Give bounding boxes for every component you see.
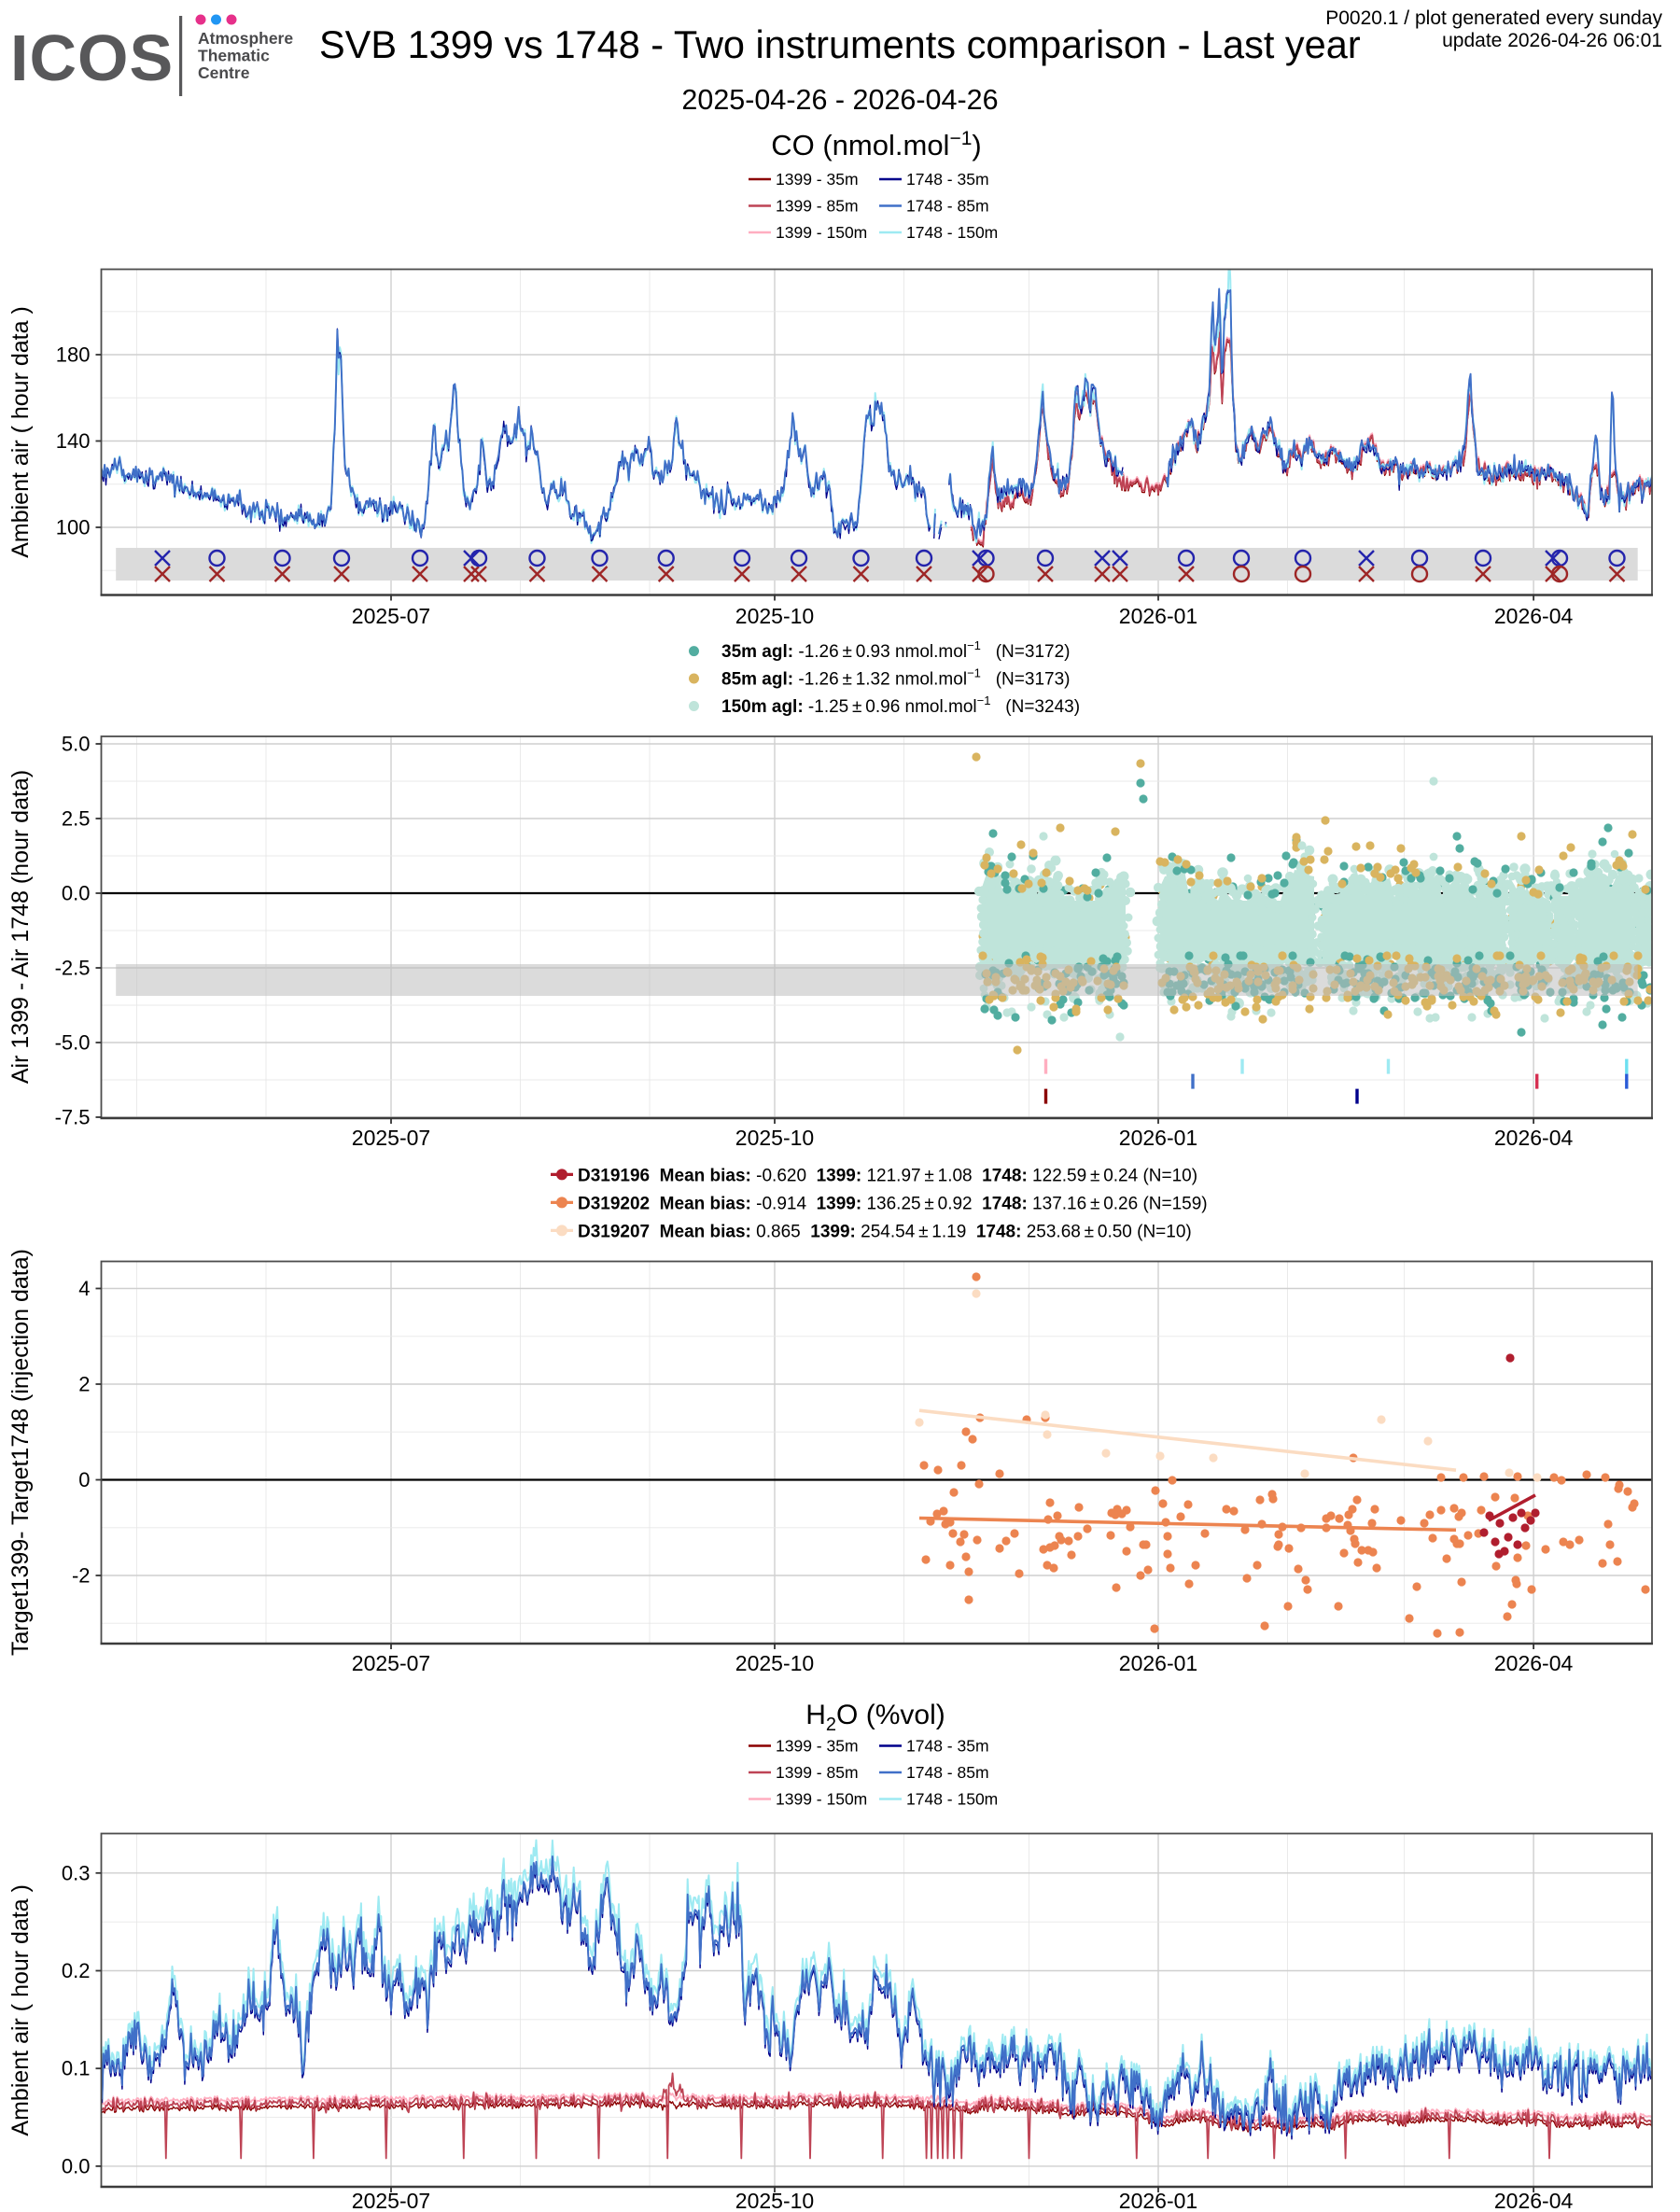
svg-text:1399 - 35m: 1399 - 35m — [776, 170, 859, 189]
svg-text:-5.0: -5.0 — [55, 1031, 91, 1055]
svg-text:0.1: 0.1 — [62, 2057, 91, 2080]
svg-text:CO (nmol.mol−1): CO (nmol.mol−1) — [771, 128, 981, 161]
svg-text:Centre: Centre — [198, 63, 250, 82]
svg-text:D319196 Mean bias: -0.620 13: D319196 Mean bias: -0.620 1399: 121.97 ±… — [578, 1166, 1197, 1185]
svg-text:150m agl: -1.25 ± 0.96 nmol.mo: 150m agl: -1.25 ± 0.96 nmol.mol−1 (N=324… — [721, 693, 1080, 717]
svg-text:2026-01: 2026-01 — [1119, 1126, 1197, 1150]
svg-text:2026-04: 2026-04 — [1494, 1651, 1574, 1675]
svg-text:2025-07: 2025-07 — [352, 604, 430, 628]
svg-text:Atmosphere: Atmosphere — [198, 29, 293, 48]
svg-text:Ambient air ( hour data ): Ambient air ( hour data ) — [7, 306, 34, 558]
svg-text:1399 - 150m: 1399 - 150m — [776, 223, 867, 242]
svg-text:5.0: 5.0 — [62, 733, 91, 756]
svg-text:-7.5: -7.5 — [55, 1106, 91, 1129]
svg-text:1748 - 150m: 1748 - 150m — [906, 1790, 998, 1809]
svg-text:ICOS: ICOS — [10, 21, 174, 94]
svg-text:2025-07: 2025-07 — [352, 1651, 430, 1675]
svg-text:2025-07: 2025-07 — [352, 2189, 430, 2212]
svg-text:85m agl: -1.26 ± 1.32 nmol.mol: 85m agl: -1.26 ± 1.32 nmol.mol−1 (N=3173… — [721, 666, 1070, 690]
svg-text:100: 100 — [56, 516, 91, 539]
svg-text:1748 - 150m: 1748 - 150m — [906, 223, 998, 242]
svg-text:2.5: 2.5 — [62, 807, 91, 831]
svg-text:0.2: 0.2 — [62, 1959, 91, 1982]
svg-text:Ambient air ( hour data ): Ambient air ( hour data ) — [7, 1884, 34, 2136]
svg-text:2026-04: 2026-04 — [1494, 2189, 1574, 2212]
svg-text:0: 0 — [78, 1468, 90, 1491]
svg-text:2025-10: 2025-10 — [735, 604, 814, 628]
svg-text:2026-01: 2026-01 — [1119, 1651, 1197, 1675]
svg-text:180: 180 — [56, 343, 91, 367]
svg-text:2026-04: 2026-04 — [1494, 1126, 1574, 1150]
svg-text:1399 - 85m: 1399 - 85m — [776, 197, 859, 216]
svg-text:Target1399- Target1748 (inject: Target1399- Target1748 (injection data) — [7, 1249, 34, 1656]
svg-text:1748 - 35m: 1748 - 35m — [906, 170, 989, 189]
svg-text:2025-04-26 - 2026-04-26: 2025-04-26 - 2026-04-26 — [681, 84, 998, 116]
svg-text:2025-10: 2025-10 — [735, 1651, 814, 1675]
svg-text:Thematic: Thematic — [198, 47, 270, 65]
svg-text:0.0: 0.0 — [62, 2154, 91, 2177]
svg-text:2025-10: 2025-10 — [735, 2189, 814, 2212]
svg-text:35m agl: -1.26 ± 0.93 nmol.mol: 35m agl: -1.26 ± 0.93 nmol.mol−1 (N=3172… — [721, 638, 1070, 662]
svg-text:2025-10: 2025-10 — [735, 1126, 814, 1150]
svg-text:update 2026-04-26 06:01: update 2026-04-26 06:01 — [1442, 30, 1662, 51]
svg-text:2026-01: 2026-01 — [1119, 604, 1197, 628]
svg-text:1399 - 85m: 1399 - 85m — [776, 1763, 859, 1782]
svg-text:1748 - 35m: 1748 - 35m — [906, 1737, 989, 1756]
svg-text:2025-07: 2025-07 — [352, 1126, 430, 1150]
svg-text:P0020.1 / plot generated every: P0020.1 / plot generated every sunday — [1325, 7, 1662, 29]
svg-text:0.3: 0.3 — [62, 1861, 91, 1884]
svg-text:0.0: 0.0 — [62, 882, 91, 905]
svg-text:2: 2 — [78, 1373, 90, 1396]
svg-text:4: 4 — [78, 1277, 90, 1300]
svg-text:140: 140 — [56, 429, 91, 453]
svg-text:SVB 1399 vs 1748 - Two instrum: SVB 1399 vs 1748 - Two instruments compa… — [319, 22, 1361, 66]
svg-text:1399 - 35m: 1399 - 35m — [776, 1737, 859, 1756]
svg-text:Air 1399 - Air 1748 (hour data: Air 1399 - Air 1748 (hour data) — [7, 770, 34, 1084]
svg-text:1748 - 85m: 1748 - 85m — [906, 197, 989, 216]
svg-text:-2: -2 — [72, 1564, 91, 1588]
svg-text:1399 - 150m: 1399 - 150m — [776, 1790, 867, 1809]
svg-text:D319202 Mean bias: -0.914 13: D319202 Mean bias: -0.914 1399: 136.25 ±… — [578, 1194, 1208, 1213]
svg-text:D319207 Mean bias: 0.865 139: D319207 Mean bias: 0.865 1399: 254.54 ± … — [578, 1222, 1192, 1241]
svg-text:2026-01: 2026-01 — [1119, 2189, 1197, 2212]
svg-text:2026-04: 2026-04 — [1494, 604, 1574, 628]
svg-text:1748 - 85m: 1748 - 85m — [906, 1763, 989, 1782]
svg-text:-2.5: -2.5 — [55, 957, 91, 980]
